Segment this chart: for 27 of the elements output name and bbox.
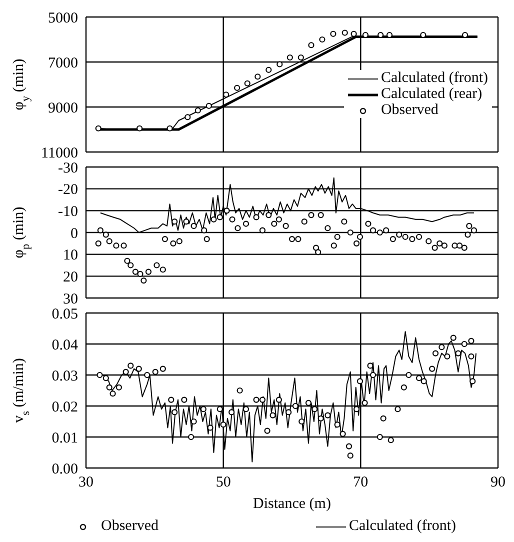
y-tick-label: 0 [70, 226, 78, 242]
y-tick-label: 5000 [48, 10, 78, 26]
y-tick-label: 0.04 [52, 337, 78, 354]
y-tick-label: 20 [63, 269, 78, 286]
x-tick-label: 70 [353, 474, 368, 491]
y-tick-label: -30 [58, 160, 78, 176]
y-tick-label: 11000 [41, 145, 78, 162]
x-tick-label: 90 [490, 474, 506, 491]
y-tick-label: 0.05 [52, 306, 78, 322]
legend-label: Calculated (front) [380, 70, 488, 86]
x-tick-label: 50 [216, 474, 231, 491]
y-tick-label: 30 [63, 291, 78, 308]
legend-label: Observed [380, 102, 438, 118]
legend-label: Observed [101, 518, 158, 534]
y-tick-label: -10 [58, 204, 78, 220]
y-tick-label: -20 [58, 182, 78, 198]
y-tick-label: 0.03 [52, 368, 78, 384]
legend-label: Calculated (front) [348, 518, 456, 534]
y-tick-label: 10 [63, 248, 78, 264]
x-tick-label: 30 [78, 474, 94, 491]
x-axis-title: Distance (m) [253, 496, 331, 512]
legend-label: Calculated (rear) [380, 86, 482, 102]
y-tick-label: 0.02 [52, 399, 78, 416]
y-tick-label: 0.00 [52, 461, 78, 478]
y-tick-label: 7000 [48, 55, 78, 72]
y-tick-label: 9000 [48, 100, 78, 116]
y-tick-label: 0.01 [52, 430, 78, 446]
